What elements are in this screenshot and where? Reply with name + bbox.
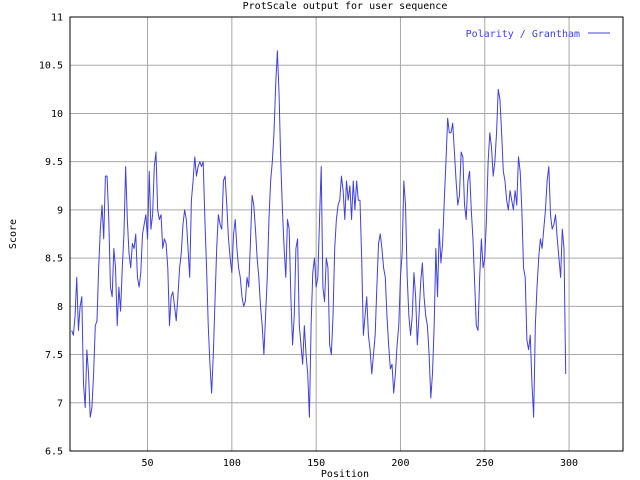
series-layer [71, 50, 567, 418]
y-tick-label: 9 [57, 205, 63, 216]
y-tick-label: 8 [57, 302, 63, 313]
y-tick-label: 10 [51, 109, 63, 120]
plot-frame [69, 16, 624, 452]
y-tick-label: 8.5 [45, 254, 63, 265]
chart-title: ProtScale output for user sequence [243, 1, 448, 12]
x-tick-label: 300 [560, 458, 578, 469]
x-tick-label: 100 [223, 458, 241, 469]
x-axis-label: Position [321, 469, 369, 480]
y-axis-label: Score [8, 219, 19, 249]
polarity-grantham-line [71, 50, 567, 418]
y-tick-label: 9.5 [45, 157, 63, 168]
x-tick-label: 250 [476, 458, 494, 469]
y-tick-label: 6.5 [45, 447, 63, 458]
legend: Polarity / Grantham [466, 29, 610, 40]
y-tick-label: 10.5 [39, 61, 63, 72]
x-tick-label: 200 [391, 458, 409, 469]
plot-background [70, 17, 623, 451]
grid [70, 17, 623, 451]
y-tick-label: 7 [57, 398, 63, 409]
x-tick-label: 150 [307, 458, 325, 469]
legend-label: Polarity / Grantham [466, 29, 580, 40]
x-tick-label: 50 [142, 458, 154, 469]
y-tick-label: 7.5 [45, 350, 63, 361]
tick-labels: 50 100 150 200 250 300 6.5 7 7.5 8 8.5 9 9.5 10 10.5 11 [39, 13, 578, 470]
y-tick-label: 11 [51, 13, 63, 24]
